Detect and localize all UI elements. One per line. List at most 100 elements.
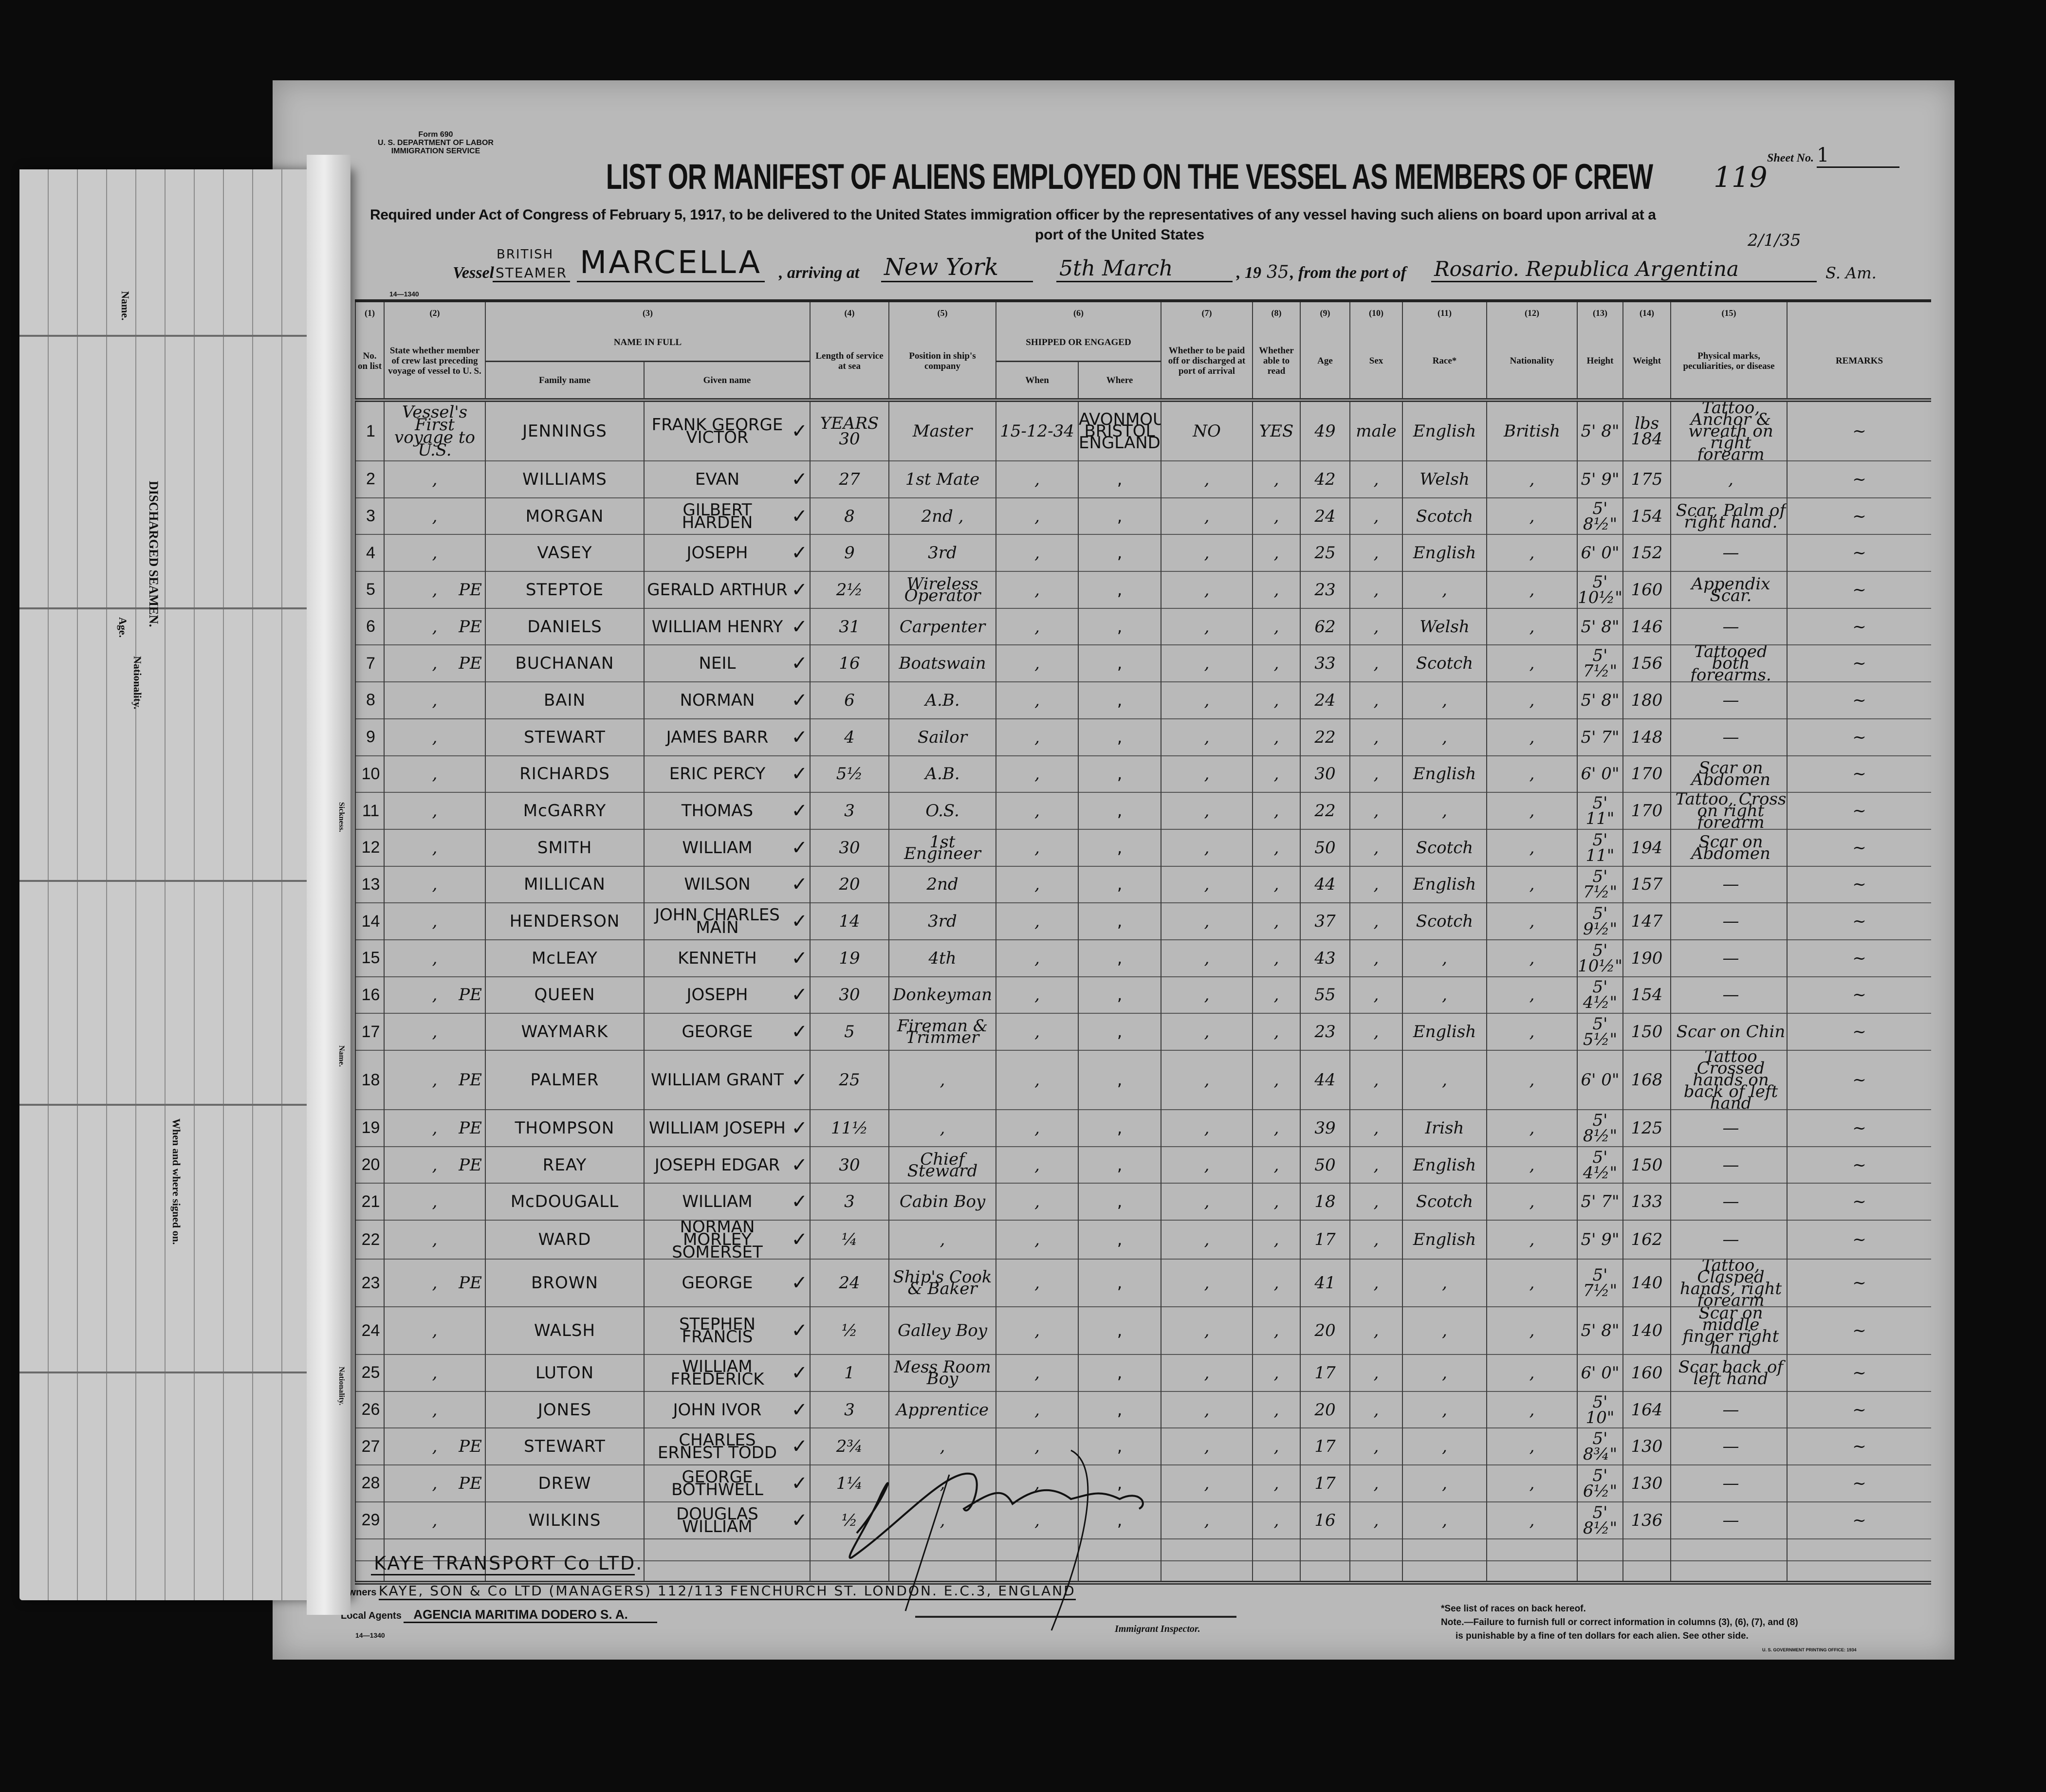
position: 3rd	[888, 534, 996, 572]
shipped-when-text: ,	[1034, 1192, 1040, 1212]
paid-off: ,	[1161, 1465, 1253, 1502]
age: 41	[1300, 1259, 1350, 1307]
height-text: 5' 9"	[1581, 469, 1620, 489]
form-code: 14—1340	[389, 290, 419, 298]
sex-text: ,	[1373, 1400, 1379, 1420]
empty-cell	[485, 1560, 644, 1583]
physical-marks: —	[1670, 608, 1787, 645]
previous-voyage: , PE	[384, 608, 485, 645]
length-of-service-text: 1	[844, 1363, 855, 1383]
family-name: HENDERSON	[485, 903, 644, 940]
physical-marks-text: Scar on middle finger right hand	[1682, 1307, 1779, 1355]
family-name: McDOUGALL	[485, 1183, 644, 1221]
family-name: RICHARDS	[485, 755, 644, 793]
nationality-text: ,	[1529, 580, 1535, 600]
previous-voyage: , PE	[384, 1110, 485, 1147]
sex: ,	[1349, 497, 1402, 535]
sex: ,	[1349, 1110, 1402, 1147]
physical-marks: —	[1670, 1501, 1787, 1539]
height: 5' 8"	[1577, 682, 1623, 719]
age: 24	[1300, 682, 1350, 719]
weight-text: 136	[1631, 1510, 1663, 1530]
family-name: BROWN	[485, 1259, 644, 1307]
previous-voyage: ,	[384, 497, 485, 535]
position-text: O.S.	[925, 801, 959, 821]
crew-number: 17	[355, 1013, 384, 1050]
able-to-read-text: ,	[1273, 654, 1279, 674]
previous-voyage-text: ,	[432, 1155, 438, 1175]
crew-number: 22	[355, 1220, 384, 1260]
sex: ,	[1349, 1465, 1402, 1502]
checkmark-icon: ✓	[791, 652, 808, 675]
age: 44	[1300, 1050, 1350, 1110]
weight: 168	[1622, 1050, 1671, 1110]
colnum: (14)	[1622, 301, 1671, 324]
sex-text: ,	[1373, 912, 1379, 932]
header-able-to-read: Whether able to read	[1252, 324, 1300, 400]
remarks: ~	[1787, 682, 1931, 719]
length-of-service: ½	[810, 1307, 889, 1355]
sex: ,	[1349, 571, 1402, 608]
length-of-service-text: 16	[839, 654, 860, 674]
previous-voyage: ,	[384, 1307, 485, 1355]
physical-marks-text: Appendix Scar.	[1691, 574, 1770, 605]
pe-mark: PE	[459, 1118, 482, 1138]
header-age: Age	[1300, 324, 1350, 400]
paid-off: ,	[1161, 461, 1253, 498]
previous-voyage-text: ,	[432, 543, 438, 563]
position: ,	[888, 1220, 996, 1260]
race: Scotch	[1402, 497, 1487, 535]
weight-text: 154	[1631, 506, 1663, 526]
able-to-read: ,	[1252, 755, 1300, 793]
nationality-text: ,	[1529, 801, 1535, 821]
nationality: ,	[1486, 1354, 1577, 1391]
remarks-text: ~	[1852, 421, 1866, 441]
nationality-text: ,	[1529, 1437, 1535, 1457]
nationality: ,	[1486, 1465, 1577, 1502]
nationality-text: ,	[1529, 617, 1535, 637]
paid-off: ,	[1161, 903, 1253, 940]
position-text: 3rd	[928, 543, 957, 563]
weight: 164	[1622, 1391, 1671, 1428]
shipped-where-text: ,	[1117, 1510, 1123, 1530]
legal-notice-cont: port of the United States	[1034, 227, 1205, 243]
physical-marks: —	[1670, 866, 1787, 903]
position-text: Donkeyman	[893, 985, 992, 1005]
header-height: Height	[1577, 324, 1623, 400]
sex-text: ,	[1373, 1473, 1379, 1493]
family-name-text: HENDERSON	[509, 912, 620, 932]
shipped-where: ,	[1078, 608, 1161, 645]
race-text: Scotch	[1416, 1192, 1474, 1212]
nationality: ,	[1486, 1391, 1577, 1428]
previous-voyage-text: ,	[432, 912, 438, 932]
flap-label-name-2: Name.	[337, 1045, 346, 1067]
departure-region: S. Am.	[1825, 264, 1877, 282]
race: English	[1402, 1146, 1487, 1184]
shipped-when: ,	[995, 718, 1078, 756]
sex: ,	[1349, 1050, 1402, 1110]
age-text: 17	[1314, 1473, 1336, 1493]
length-of-service-text: YEARS 30	[820, 414, 879, 449]
previous-voyage-text: ,	[432, 1510, 438, 1530]
crew-number-text: 3	[366, 507, 375, 526]
remarks: ~	[1787, 1465, 1931, 1502]
position-text: 1st Mate	[905, 469, 980, 489]
age: 37	[1300, 903, 1350, 940]
remarks-text: ~	[1852, 1400, 1866, 1420]
shipped-when: ,	[995, 534, 1078, 572]
family-name: REAY	[485, 1146, 644, 1184]
paid-off-text: ,	[1204, 617, 1210, 637]
age-text: 17	[1314, 1363, 1336, 1383]
date-annotation: 2/1/35	[1748, 231, 1801, 250]
age: 23	[1300, 571, 1350, 608]
empty-cell	[1577, 1560, 1623, 1583]
race-text: English	[1413, 875, 1476, 895]
weight: 156	[1622, 645, 1671, 682]
physical-marks: ,	[1670, 461, 1787, 498]
paid-off-text: ,	[1204, 985, 1210, 1005]
crew-number: 11	[355, 792, 384, 829]
age: 42	[1300, 461, 1350, 498]
position: Galley Boy	[888, 1307, 996, 1355]
crew-number-text: 2	[366, 470, 375, 489]
shipped-when: ,	[995, 1013, 1078, 1050]
